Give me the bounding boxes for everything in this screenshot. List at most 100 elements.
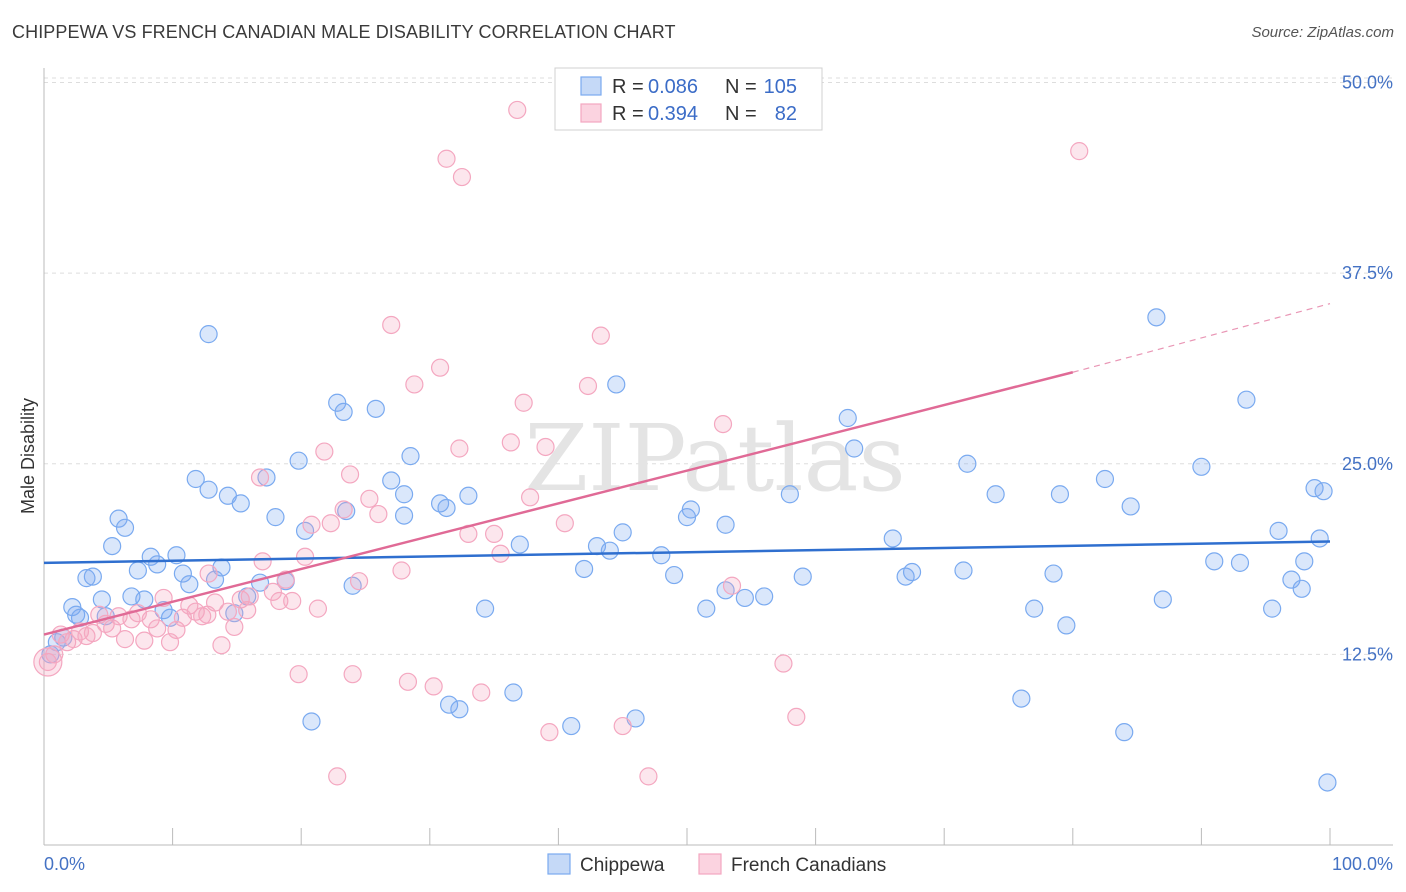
chippewa-point-33 <box>257 468 276 487</box>
legend-n-label-1: N = <box>725 103 757 125</box>
french-canadians-point-7 <box>83 623 102 643</box>
x-ticks <box>43 828 1331 845</box>
chippewa-point-14 <box>128 561 147 580</box>
french-canadians-point-71 <box>591 326 610 345</box>
french-canadians-point-58 <box>450 439 469 458</box>
french-canadians-point-1 <box>45 645 64 664</box>
chippewa-point-85 <box>1050 485 1070 504</box>
legend-n-value-0: 105 <box>764 76 797 98</box>
chippewa-point-45 <box>394 506 414 525</box>
chippewa-point-55 <box>510 535 529 554</box>
legend-swatch-chippewa <box>580 76 602 96</box>
chippewa-point-82 <box>1012 689 1031 708</box>
french-canadians-point-55 <box>424 677 443 696</box>
chippewa-point-84 <box>1044 564 1063 583</box>
french-canadians-point-38 <box>289 665 308 684</box>
french-canadians-point-64 <box>501 433 520 452</box>
chippewa-point-38 <box>302 712 321 731</box>
grid-lines <box>44 77 1393 655</box>
chippewa-point-22 <box>180 575 199 594</box>
chippewa-trend-line <box>43 540 1331 565</box>
chippewa-point-60 <box>607 375 626 394</box>
french-canadians-point-49 <box>360 489 379 508</box>
french-canadians-point-42 <box>315 442 334 461</box>
chippewa-point-102 <box>1314 482 1333 501</box>
french-canadians-point-37 <box>283 591 302 611</box>
bottom-legend-swatch-french-canadians <box>698 853 722 875</box>
french-canadians-point-34 <box>263 582 283 601</box>
chippewa-point-92 <box>1192 457 1211 476</box>
chippewa-point-97 <box>1269 521 1288 540</box>
french-canadians-point-50 <box>369 504 388 524</box>
chippewa-point-63 <box>652 546 671 565</box>
french-canadians-point-61 <box>472 683 491 702</box>
legend-r-value-1: 0.394 <box>648 103 698 125</box>
french-canadians-point-53 <box>398 672 418 691</box>
french-canadians-point-0 <box>38 652 57 672</box>
french-canadians-point-large <box>33 647 63 677</box>
chippewa-point-87 <box>1095 469 1115 489</box>
y-tick-label-3: 50.0% <box>1342 73 1393 93</box>
french-canadians-point-48 <box>349 572 369 591</box>
chippewa-point-91 <box>1153 590 1172 609</box>
chippewa-point-12 <box>115 518 135 537</box>
legend-r-label-1: R = <box>612 103 644 125</box>
chippewa-point-17 <box>148 555 167 574</box>
axes <box>43 68 1393 846</box>
french-canadians-point-80 <box>198 605 217 624</box>
y-tick-labels: 12.5% 25.0% 37.5% 50.0% <box>1342 73 1393 665</box>
french-canadians-trend-line <box>43 371 1074 636</box>
french-canadians-point-45 <box>334 500 353 519</box>
chippewa-point-54 <box>504 683 523 702</box>
chippewa-point-47 <box>401 447 420 466</box>
chippewa-point-67 <box>697 599 716 618</box>
chippewa-point-51 <box>450 700 469 719</box>
chippewa-point-59 <box>600 541 619 560</box>
chippewa-point-36 <box>289 451 308 470</box>
chippewa-point-10 <box>103 536 122 556</box>
french-canadians-point-74 <box>713 415 733 434</box>
chippewa-point-104 <box>1310 529 1329 548</box>
chippewa-point-46 <box>394 485 414 504</box>
legend-n-label-0: N = <box>725 76 757 98</box>
french-canadians-point-28 <box>218 602 237 621</box>
chippewa-points <box>41 308 1337 792</box>
french-canadians-point-62 <box>485 524 504 544</box>
y-axis-title: Male Disability <box>18 398 38 514</box>
french-canadians-point-27 <box>212 636 231 655</box>
french-canadians-points <box>33 100 1089 786</box>
chippewa-point-99 <box>1292 579 1311 598</box>
chippewa-point-71 <box>755 587 774 606</box>
chippewa-point-80 <box>958 454 977 473</box>
french-canadians-point-16 <box>141 610 160 629</box>
bottom-legend-swatch-chippewa <box>547 853 571 875</box>
chippewa-point-94 <box>1230 553 1250 572</box>
chippewa-point-44 <box>382 471 401 490</box>
chippewa-point-8 <box>92 590 111 609</box>
chippewa-point-11 <box>109 509 128 528</box>
french-canadians-point-40 <box>302 515 321 534</box>
legend-r-label-0: R = <box>612 76 644 98</box>
french-canadians-point-35 <box>270 591 289 611</box>
french-canadians-point-32 <box>250 468 270 487</box>
chippewa-point-96 <box>1263 599 1282 618</box>
chippewa-point-57 <box>575 559 594 579</box>
french-canadians-point-31 <box>238 601 257 620</box>
chippewa-point-83 <box>1025 599 1044 618</box>
french-canadians-point-78 <box>1070 142 1089 161</box>
chippewa-point-74 <box>838 408 857 428</box>
french-canadians-point-17 <box>148 619 167 638</box>
french-canadians-point-67 <box>536 437 555 457</box>
french-canadians-point-44 <box>328 767 347 786</box>
french-canadians-point-57 <box>437 149 456 168</box>
trend-lines <box>43 303 1331 636</box>
chippewa-point-34 <box>266 508 285 527</box>
chippewa-point-7 <box>83 567 102 586</box>
chippewa-point-100 <box>1295 552 1314 571</box>
chart-title: CHIPPEWA VS FRENCH CANADIAN MALE DISABIL… <box>12 22 676 42</box>
chippewa-point-86 <box>1057 616 1076 635</box>
french-canadians-point-72 <box>613 716 632 736</box>
chippewa-point-40 <box>334 402 353 421</box>
chippewa-point-88 <box>1115 723 1134 742</box>
french-canadians-point-29 <box>225 617 244 637</box>
